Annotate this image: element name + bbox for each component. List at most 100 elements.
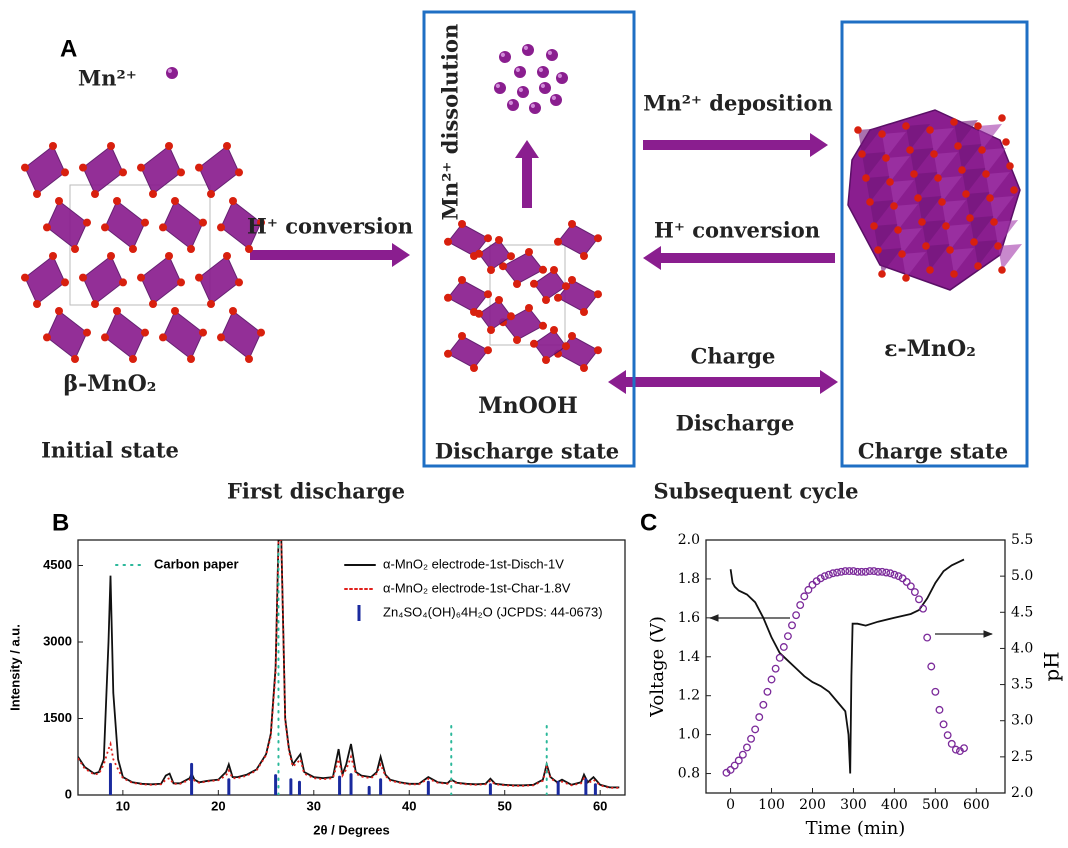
facet [974, 240, 998, 266]
plot-frame [705, 539, 1006, 794]
data-point [845, 567, 854, 576]
data-point [779, 643, 788, 651]
data-point [919, 604, 928, 613]
y-tick-label: 1.2 [678, 688, 700, 704]
x-tick-label: 10 [116, 798, 130, 813]
oxygen [550, 266, 558, 274]
oxygen [513, 280, 521, 288]
facet [898, 228, 922, 254]
oxygen [149, 300, 157, 308]
oxygen [495, 296, 503, 304]
octahedron [82, 145, 124, 195]
facet [930, 128, 954, 154]
oxygen [974, 262, 982, 270]
y-tick-label: 1.6 [678, 610, 700, 626]
y2-tick-label: 5.5 [1011, 532, 1033, 548]
facet [962, 168, 986, 194]
panel-label: A [60, 35, 77, 62]
data-point [767, 675, 776, 684]
oxygen [926, 266, 934, 274]
facet [934, 152, 958, 178]
octahedron [104, 310, 146, 360]
ion-highlight [551, 95, 557, 100]
data-point [743, 743, 751, 752]
oxygen [978, 146, 986, 154]
data-point [751, 725, 760, 734]
oxygen [223, 142, 231, 150]
diagram-shapes [21, 44, 1022, 394]
oxygen [858, 150, 866, 158]
data-point [837, 567, 846, 576]
oxygen [207, 190, 215, 198]
oxygen [906, 146, 914, 154]
oxygen [159, 223, 167, 232]
oxygen [507, 252, 515, 261]
oxygen [83, 218, 91, 227]
oxygen [245, 245, 253, 253]
structure-label: MnOOH [478, 393, 577, 419]
arrow [643, 246, 835, 270]
data-point [947, 739, 956, 748]
y-tick-label: 4500 [43, 557, 72, 572]
data-point [808, 580, 817, 589]
octahedron [104, 200, 146, 250]
ion-highlight [508, 100, 513, 105]
facet [982, 148, 1006, 174]
facet [894, 204, 918, 230]
data-point [775, 653, 784, 662]
data-point [849, 567, 858, 576]
data-point [816, 574, 825, 583]
oxygen [886, 178, 894, 186]
data-point [927, 662, 936, 671]
oxygen [499, 262, 507, 271]
data-point [935, 705, 944, 714]
facet [986, 172, 1010, 198]
oxygen [444, 237, 452, 246]
structure-label: ε-MnO₂ [884, 336, 976, 362]
data-point [943, 731, 952, 740]
oxygen [562, 342, 570, 351]
oxygen [942, 222, 950, 230]
facet [938, 176, 962, 202]
oxygen [878, 130, 886, 138]
arrow [608, 370, 838, 394]
data-point [763, 687, 772, 696]
data-point [841, 567, 850, 576]
oxygen [71, 355, 79, 363]
x-tick-label: 40 [402, 798, 416, 813]
oxygen [207, 300, 215, 308]
octahedron [198, 145, 240, 195]
oxygen [119, 278, 127, 287]
arrow [250, 243, 410, 267]
y2-tick-label: 4.0 [1011, 640, 1033, 656]
ion-highlight [167, 68, 172, 73]
oxygen [165, 142, 173, 150]
oxygen [974, 122, 982, 130]
x-tick-label: 0 [726, 797, 735, 813]
octahedron [198, 255, 240, 305]
facet [866, 176, 890, 202]
octahedron [140, 145, 182, 195]
ion-highlight [540, 83, 546, 88]
facet [994, 220, 1018, 246]
octahedron [46, 310, 88, 360]
plot-area [722, 558, 968, 777]
data-point [874, 567, 882, 576]
facet [950, 248, 974, 274]
oxygen [165, 252, 173, 260]
oxygen [958, 166, 966, 174]
x-tick-label: 600 [963, 797, 990, 813]
oxygen [878, 270, 886, 278]
oxygen [954, 142, 962, 150]
oxygen [245, 355, 253, 363]
stage-label: Subsequent cycle [653, 479, 858, 504]
oxygen [898, 250, 906, 258]
ion-highlight [557, 73, 563, 78]
arrow [515, 140, 539, 208]
ion [517, 86, 529, 98]
data-point [890, 570, 899, 579]
data-point [857, 567, 866, 576]
y2-tick-label: 3.0 [1011, 713, 1033, 729]
ion-highlight [523, 45, 529, 51]
oxygen [950, 118, 958, 126]
